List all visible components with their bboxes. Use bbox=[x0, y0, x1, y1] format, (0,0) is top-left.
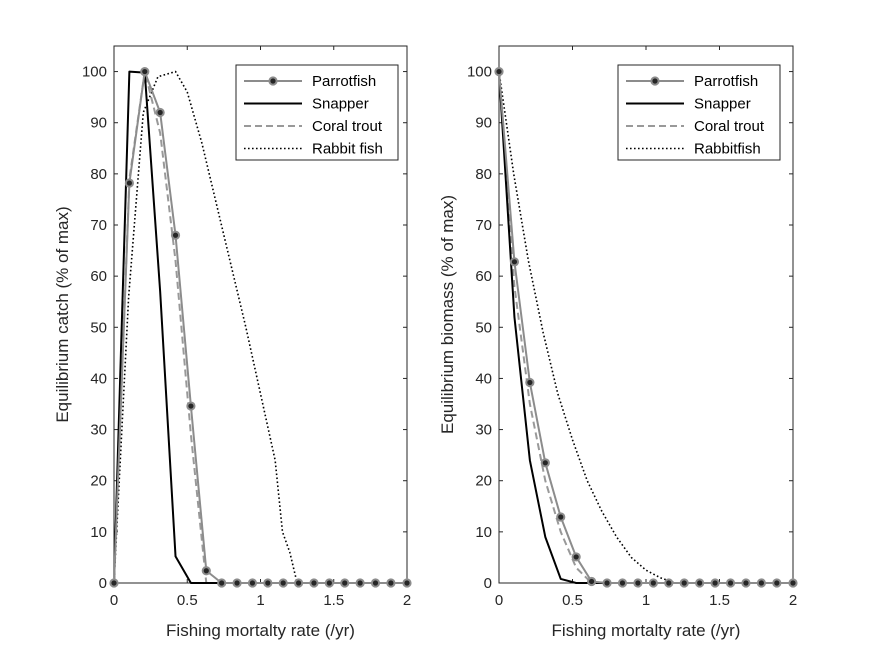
parrotfish-marker bbox=[788, 578, 798, 588]
parrotfish-marker bbox=[525, 377, 535, 388]
legend-label-rabbit-fish: Rabbit fish bbox=[312, 141, 383, 158]
y-tick-label: 70 bbox=[475, 217, 492, 234]
legend-label-snapper: Snapper bbox=[312, 96, 369, 113]
y-axis-label: Equilibrium catch (% of max) bbox=[53, 206, 72, 422]
legend-marker bbox=[650, 76, 660, 86]
parrotfish-marker bbox=[756, 578, 766, 588]
x-tick-label: 0 bbox=[495, 592, 503, 609]
parrotfish-marker bbox=[324, 578, 334, 588]
y-tick-label: 20 bbox=[475, 473, 492, 490]
parrotfish-marker bbox=[710, 578, 720, 588]
parrotfish-marker bbox=[293, 578, 304, 588]
y-tick-label: 50 bbox=[90, 319, 107, 336]
parrotfish-marker bbox=[386, 578, 396, 588]
parrotfish-marker bbox=[109, 578, 119, 588]
parrotfish-marker bbox=[370, 578, 381, 588]
x-axis-label: Fishing mortalty rate (/yr) bbox=[166, 621, 355, 640]
legend-label-coral-trout: Coral trout bbox=[312, 118, 383, 135]
parrotfish-marker bbox=[309, 578, 319, 588]
y-tick-label: 10 bbox=[90, 524, 107, 541]
x-tick-label: 1.5 bbox=[323, 592, 344, 609]
parrotfish-marker bbox=[617, 578, 628, 588]
legend-label-parrotfish: Parrotfish bbox=[694, 73, 758, 90]
y-tick-label: 60 bbox=[90, 268, 107, 285]
parrotfish-marker bbox=[509, 257, 520, 267]
parrotfish-marker bbox=[186, 401, 196, 411]
y-axis-label: Equilibrium biomass (% of max) bbox=[438, 195, 457, 434]
y-tick-label: 100 bbox=[467, 64, 492, 81]
y-tick-label: 90 bbox=[475, 115, 492, 132]
parrotfish-marker bbox=[664, 578, 674, 588]
legend: Parrotfish Snapper Coral trout Rabbit fish bbox=[235, 64, 399, 161]
parrotfish-marker bbox=[217, 578, 227, 588]
x-tick-label: 1 bbox=[256, 592, 264, 609]
parrotfish-marker bbox=[155, 107, 165, 118]
legend-label-parrotfish: Parrotfish bbox=[312, 73, 376, 90]
parrotfish-marker bbox=[695, 578, 705, 588]
series-line-coral-trout bbox=[499, 71, 793, 584]
parrotfish-marker bbox=[402, 578, 412, 588]
legend-label-snapper: Snapper bbox=[694, 96, 751, 113]
legend: Parrotfish Snapper Coral trout Rabbitfish bbox=[617, 64, 781, 161]
parrotfish-marker bbox=[170, 230, 181, 240]
y-tick-label: 40 bbox=[90, 370, 107, 387]
parrotfish-marker bbox=[540, 458, 550, 468]
x-axis-label: Fishing mortalty rate (/yr) bbox=[552, 621, 741, 640]
parrotfish-marker bbox=[633, 578, 643, 588]
x-tick-label: 2 bbox=[403, 592, 411, 609]
y-tick-label: 80 bbox=[475, 166, 492, 183]
parrotfish-marker bbox=[140, 66, 150, 77]
parrotfish-marker bbox=[679, 578, 689, 588]
parrotfish-marker bbox=[772, 578, 782, 588]
parrotfish-marker bbox=[556, 512, 566, 522]
x-tick-label: 1 bbox=[642, 592, 650, 609]
parrotfish-marker bbox=[725, 578, 736, 588]
x-tick-label: 1.5 bbox=[709, 592, 730, 609]
y-tick-label: 30 bbox=[475, 422, 492, 439]
y-tick-label: 90 bbox=[90, 115, 107, 132]
parrotfish-marker bbox=[602, 578, 612, 588]
y-tick-label: 0 bbox=[99, 575, 107, 592]
x-tick-label: 0.5 bbox=[177, 592, 198, 609]
legend-label-rabbit-fish: Rabbitfish bbox=[694, 141, 761, 158]
parrotfish-marker bbox=[648, 578, 658, 588]
parrotfish-marker bbox=[571, 552, 581, 562]
parrotfish-marker bbox=[278, 578, 288, 588]
parrotfish-marker bbox=[355, 578, 365, 588]
parrotfish-marker bbox=[494, 66, 504, 77]
y-tick-label: 80 bbox=[90, 166, 107, 183]
parrotfish-marker bbox=[587, 576, 597, 587]
y-tick-label: 0 bbox=[484, 575, 492, 592]
y-tick-label: 10 bbox=[475, 524, 492, 541]
parrotfish-marker bbox=[741, 578, 751, 588]
x-tick-label: 0.5 bbox=[562, 592, 583, 609]
y-tick-label: 70 bbox=[90, 217, 107, 234]
x-tick-label: 2 bbox=[789, 592, 797, 609]
y-tick-label: 50 bbox=[475, 319, 492, 336]
y-tick-label: 20 bbox=[90, 473, 107, 490]
y-tick-label: 60 bbox=[475, 268, 492, 285]
parrotfish-marker bbox=[340, 578, 350, 588]
parrotfish-marker bbox=[263, 578, 273, 588]
parrotfish-marker bbox=[124, 178, 134, 188]
y-tick-label: 100 bbox=[82, 64, 107, 81]
parrotfish-marker bbox=[201, 566, 211, 576]
parrotfish-marker bbox=[232, 578, 242, 588]
legend-label-coral-trout: Coral trout bbox=[694, 118, 765, 135]
x-tick-label: 0 bbox=[110, 592, 118, 609]
y-tick-label: 30 bbox=[90, 422, 107, 439]
legend-marker bbox=[268, 76, 278, 86]
y-tick-label: 40 bbox=[475, 370, 492, 387]
parrotfish-marker bbox=[247, 578, 258, 588]
